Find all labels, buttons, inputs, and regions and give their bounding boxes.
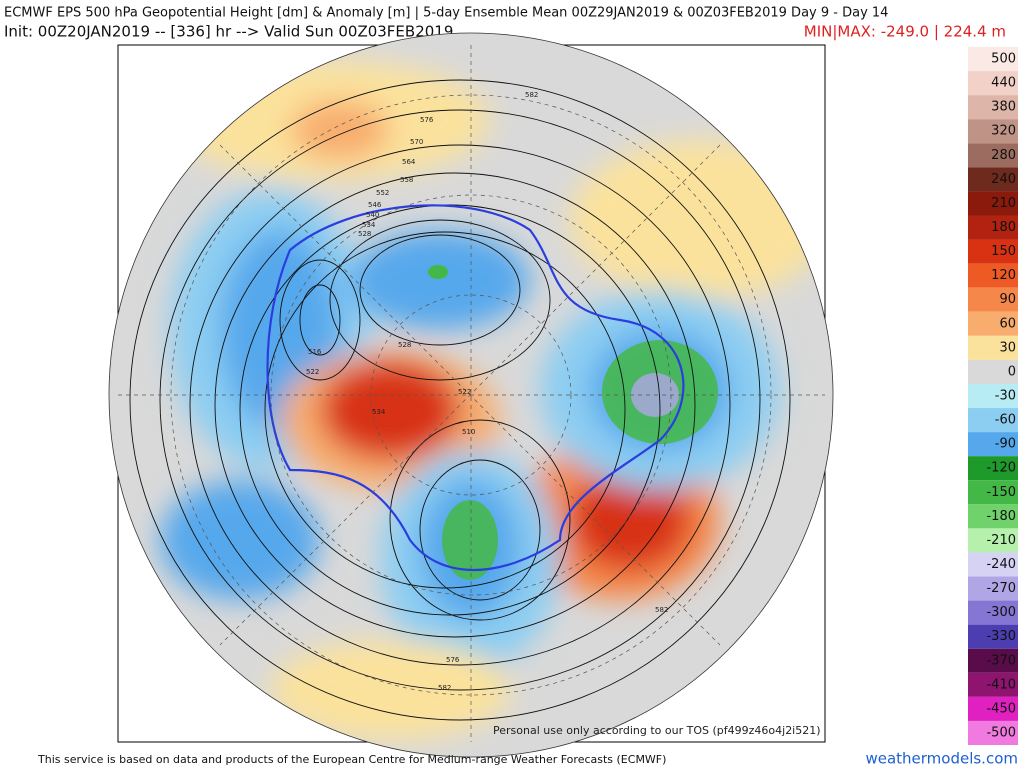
contour-label: 534	[372, 408, 386, 416]
colorbar-label: 500	[991, 52, 1016, 67]
colorbar: 500 440 380 320 280 240 210 180 150 120 90 60 30 0 -30…	[968, 47, 1018, 745]
colorbar-swatch	[968, 119, 1018, 144]
colorbar-label: 280	[991, 148, 1016, 163]
contour-label: 558	[400, 176, 413, 184]
map: 588 582 576 570 564 558 552 546 540 534 …	[109, 33, 833, 757]
colorbar-label: 90	[999, 292, 1016, 307]
colorbar-swatch	[968, 408, 1018, 433]
colorbar-label: 320	[991, 124, 1016, 139]
colorbar-label: 150	[991, 244, 1016, 259]
subtitle: Init: 00Z20JAN2019 -- [336] hr --> Valid…	[4, 23, 453, 41]
colorbar-label: 0	[1008, 364, 1016, 379]
contour-label: 576	[446, 656, 460, 664]
colorbar-label: 240	[991, 172, 1016, 187]
colorbar-label: -240	[986, 557, 1016, 572]
colorbar-label: -330	[986, 629, 1016, 644]
colorbar-swatch	[968, 432, 1018, 457]
colorbar-swatch	[968, 95, 1018, 120]
colorbar-swatch	[968, 359, 1018, 384]
min-max: MIN|MAX: -249.0 | 224.4 m	[804, 23, 1006, 41]
colorbar-label: 380	[991, 100, 1016, 115]
colorbar-swatch	[968, 287, 1018, 312]
colorbar-label: 30	[999, 340, 1016, 355]
colorbar-label: 440	[991, 76, 1016, 91]
colorbar-swatch	[968, 47, 1018, 72]
colorbar-swatch	[968, 311, 1018, 336]
colorbar-label: 210	[991, 196, 1016, 211]
site-link[interactable]: weathermodels.com	[865, 750, 1018, 768]
colorbar-swatch	[968, 624, 1018, 649]
colorbar-swatch	[968, 552, 1018, 577]
colorbar-swatch	[968, 672, 1018, 697]
colorbar-label: -270	[986, 581, 1016, 596]
colorbar-label: 180	[991, 220, 1016, 235]
colorbar-swatch	[968, 239, 1018, 264]
colorbar-swatch	[968, 143, 1018, 168]
watermark: Personal use only according to our TOS (…	[493, 724, 821, 737]
contour-label: 516	[308, 348, 322, 356]
contour-label: 582	[438, 684, 451, 692]
title: ECMWF EPS 500 hPa Geopotential Height [d…	[4, 6, 888, 21]
contour-label: 552	[376, 189, 389, 197]
contour-label: 522	[306, 368, 319, 376]
colorbar-swatch	[968, 576, 1018, 601]
contour-label: 582	[655, 606, 668, 614]
contour-label: 576	[420, 116, 434, 124]
colorbar-label: -150	[986, 485, 1016, 500]
colorbar-label: -90	[995, 437, 1016, 452]
colorbar-label: -30	[995, 389, 1016, 404]
colorbar-swatch	[968, 191, 1018, 216]
colorbar-label: -500	[986, 725, 1016, 740]
contour-label: 564	[402, 158, 416, 166]
colorbar-label: -180	[986, 509, 1016, 524]
colorbar-swatch	[968, 504, 1018, 529]
credit: This service is based on data and produc…	[37, 753, 666, 766]
colorbar-label: 120	[991, 268, 1016, 283]
contour-label: 510	[462, 428, 475, 436]
colorbar-label: -300	[986, 605, 1016, 620]
colorbar-label: 60	[999, 316, 1016, 331]
contour-label: 534	[362, 221, 376, 229]
contour-label: 528	[358, 230, 371, 238]
colorbar-swatch	[968, 648, 1018, 673]
colorbar-swatch	[968, 600, 1018, 625]
contour-label: 522	[458, 388, 471, 396]
map-edge	[108, 32, 834, 758]
colorbar-label: -120	[986, 461, 1016, 476]
colorbar-swatch	[968, 528, 1018, 553]
colorbar-label: -370	[986, 653, 1016, 668]
contour-label: 528	[398, 341, 411, 349]
colorbar-label: -410	[986, 677, 1016, 692]
colorbar-swatch	[968, 383, 1018, 409]
colorbar-swatch	[968, 167, 1018, 192]
colorbar-label: -60	[995, 413, 1016, 428]
colorbar-swatch	[968, 696, 1018, 721]
colorbar-swatch	[968, 335, 1018, 360]
colorbar-swatch	[968, 480, 1018, 505]
colorbar-label: -450	[986, 701, 1016, 716]
contour-label: 540	[366, 211, 379, 219]
colorbar-swatch	[968, 71, 1018, 96]
colorbar-swatch	[968, 263, 1018, 288]
contour-label: 570	[410, 138, 423, 146]
colorbar-label: -210	[986, 533, 1016, 548]
contour-label: 546	[368, 201, 382, 209]
contour-label: 582	[525, 91, 538, 99]
colorbar-swatch	[968, 720, 1018, 745]
colorbar-swatch	[968, 456, 1018, 481]
colorbar-swatch	[968, 215, 1018, 240]
